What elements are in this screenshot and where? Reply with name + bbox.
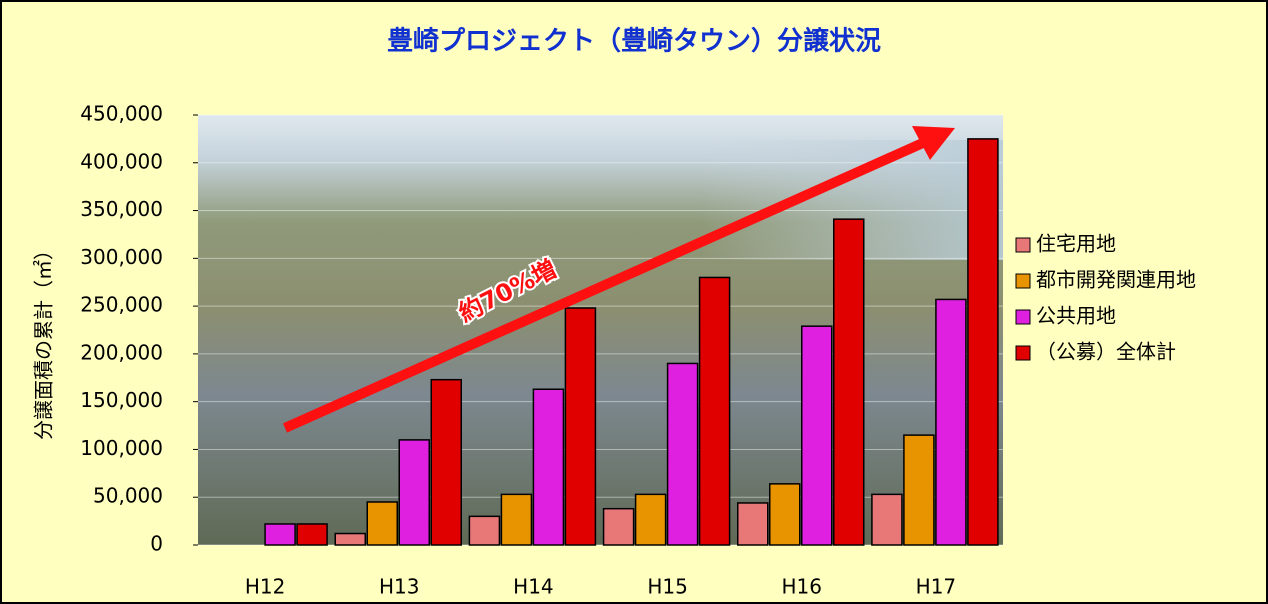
y-tick-label: 50,000 bbox=[93, 484, 163, 508]
y-tick-label: 100,000 bbox=[80, 436, 163, 460]
bar bbox=[297, 524, 327, 545]
bar bbox=[469, 516, 499, 545]
y-tick-label: 150,000 bbox=[80, 388, 163, 412]
legend-swatch bbox=[1016, 310, 1030, 324]
bar bbox=[604, 509, 634, 545]
legend-label: 公共用地 bbox=[1036, 304, 1116, 328]
y-tick-label: 200,000 bbox=[80, 340, 163, 364]
bar bbox=[770, 484, 800, 545]
bar bbox=[335, 534, 365, 545]
bar bbox=[565, 308, 595, 545]
bar bbox=[636, 494, 666, 545]
chart-title: 豊崎プロジェクト（豊崎タウン）分譲状況 bbox=[387, 26, 881, 57]
legend-swatch bbox=[1016, 346, 1030, 360]
x-tick-label: H16 bbox=[782, 575, 823, 599]
x-tick-label: H13 bbox=[379, 575, 420, 599]
y-tick-label: 450,000 bbox=[80, 102, 163, 126]
y-tick-label: 250,000 bbox=[80, 293, 163, 317]
bar bbox=[399, 440, 429, 545]
bar bbox=[431, 380, 461, 545]
legend-label: 住宅用地 bbox=[1036, 232, 1116, 256]
chart: 豊崎プロジェクト（豊崎タウン）分譲状況 分譲面積の累計（㎡） 約70%増 050… bbox=[0, 0, 1268, 604]
y-tick-label: 300,000 bbox=[80, 245, 163, 269]
y-tick-label: 0 bbox=[150, 532, 163, 556]
bar bbox=[904, 435, 934, 545]
y-tick-label: 350,000 bbox=[80, 197, 163, 221]
x-tick-label: H17 bbox=[916, 575, 957, 599]
legend-swatch bbox=[1016, 274, 1030, 288]
x-tick-label: H15 bbox=[647, 575, 688, 599]
bar bbox=[738, 503, 768, 545]
bar bbox=[968, 139, 998, 545]
bar bbox=[265, 524, 295, 545]
bar bbox=[501, 494, 531, 545]
bar bbox=[872, 494, 902, 545]
bar bbox=[367, 502, 397, 545]
y-tick-label: 400,000 bbox=[80, 149, 163, 173]
legend-label: 都市開発関連用地 bbox=[1036, 268, 1196, 292]
legend-swatch bbox=[1016, 238, 1030, 252]
bar bbox=[533, 389, 563, 545]
legend-label: （公募）全体計 bbox=[1036, 340, 1176, 364]
x-tick-label: H14 bbox=[513, 575, 554, 599]
y-axis-label: 分譲面積の累計（㎡） bbox=[32, 240, 56, 440]
x-tick-label: H12 bbox=[245, 575, 286, 599]
bar bbox=[668, 363, 698, 545]
bar bbox=[700, 277, 730, 545]
bar bbox=[936, 299, 966, 545]
bar bbox=[834, 219, 864, 545]
bar bbox=[802, 326, 832, 545]
